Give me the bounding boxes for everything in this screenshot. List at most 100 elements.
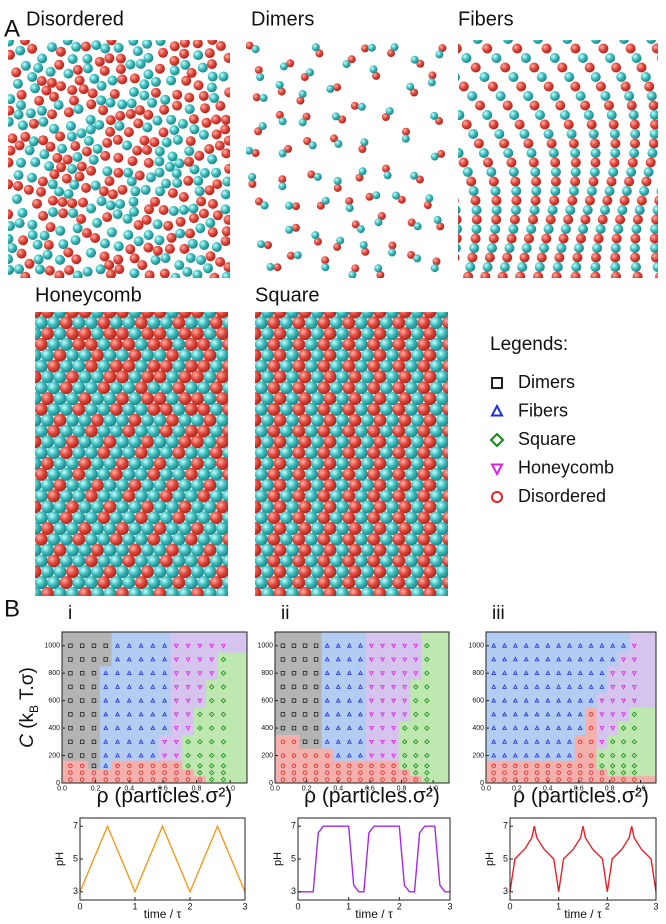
particle xyxy=(570,82,580,92)
particle xyxy=(249,370,262,383)
particle xyxy=(386,587,399,600)
phase-region xyxy=(322,653,334,667)
y-tick-label: 5 xyxy=(503,853,508,863)
particle xyxy=(6,146,16,156)
particle xyxy=(610,148,620,158)
particle xyxy=(424,587,437,600)
particle xyxy=(22,295,35,308)
phase-region xyxy=(421,769,449,776)
particle xyxy=(407,158,417,168)
particle xyxy=(91,587,104,600)
particle xyxy=(367,598,380,611)
particle xyxy=(555,101,565,111)
phase-region xyxy=(553,776,564,783)
phase-region xyxy=(618,749,629,762)
phase-region xyxy=(499,749,510,762)
particle xyxy=(524,25,534,35)
particle xyxy=(147,490,160,503)
particle xyxy=(200,103,210,113)
particle xyxy=(16,479,29,492)
particle xyxy=(235,490,248,503)
particle xyxy=(449,500,462,513)
particle xyxy=(97,403,110,416)
particle xyxy=(210,273,220,283)
particle xyxy=(633,272,643,282)
particle xyxy=(185,403,198,416)
particle xyxy=(488,82,498,92)
particle xyxy=(161,253,171,263)
particle xyxy=(639,186,649,196)
marker xyxy=(492,378,502,388)
particle xyxy=(129,370,142,383)
particle xyxy=(135,105,145,115)
phase-region xyxy=(182,680,194,694)
particle xyxy=(64,189,74,199)
particle xyxy=(655,272,665,282)
phase-region xyxy=(159,708,171,722)
particle xyxy=(221,148,231,158)
phase-region xyxy=(333,653,345,667)
particle xyxy=(598,215,608,225)
phase-region xyxy=(629,776,657,783)
phase-region xyxy=(607,680,618,694)
particle xyxy=(650,243,660,253)
particle xyxy=(151,88,161,98)
particle xyxy=(102,138,112,148)
phase-region xyxy=(62,632,77,653)
particle xyxy=(141,457,154,470)
particle xyxy=(321,256,329,264)
particle xyxy=(399,370,412,383)
particle xyxy=(496,281,506,291)
particle xyxy=(229,522,242,535)
particle xyxy=(79,370,92,383)
particle xyxy=(358,103,366,111)
particle xyxy=(417,576,430,589)
particle xyxy=(483,262,493,272)
y-tick-label: 800 xyxy=(48,670,60,677)
particle xyxy=(104,457,117,470)
particle xyxy=(436,544,449,557)
phase-region xyxy=(62,708,77,722)
particle xyxy=(185,576,198,589)
particle xyxy=(96,264,106,274)
particle xyxy=(449,306,462,319)
phase-region xyxy=(170,632,182,653)
particle xyxy=(359,167,367,175)
particle xyxy=(274,587,287,600)
particle xyxy=(650,120,660,130)
phase-region xyxy=(521,694,532,708)
particle xyxy=(576,234,586,244)
particle xyxy=(224,87,234,97)
particle xyxy=(544,224,554,234)
particle xyxy=(605,186,615,196)
particle xyxy=(123,230,133,240)
particle xyxy=(531,177,541,187)
particle xyxy=(76,214,86,224)
particle xyxy=(557,63,567,73)
particle xyxy=(392,192,400,200)
particle xyxy=(159,105,169,115)
phase-region xyxy=(135,666,147,680)
particle xyxy=(45,266,55,276)
phase-region xyxy=(170,749,182,762)
phase-region xyxy=(618,632,629,653)
particle xyxy=(75,75,85,85)
particle xyxy=(29,544,42,557)
particle xyxy=(15,218,25,228)
particle xyxy=(261,544,274,557)
phase-region xyxy=(194,632,206,653)
particle xyxy=(221,189,231,199)
particle xyxy=(654,196,664,206)
particle xyxy=(650,129,660,139)
particle xyxy=(147,576,160,589)
phase-region xyxy=(182,761,194,770)
phase-region xyxy=(62,680,77,694)
particle xyxy=(5,50,15,60)
phase-region xyxy=(112,776,124,783)
particle xyxy=(580,215,590,225)
x-axis-label: time / τ xyxy=(564,907,602,921)
particle xyxy=(411,587,424,600)
x-axis-label: time / τ xyxy=(355,907,393,921)
phase-region xyxy=(542,761,553,770)
particle xyxy=(424,201,432,209)
